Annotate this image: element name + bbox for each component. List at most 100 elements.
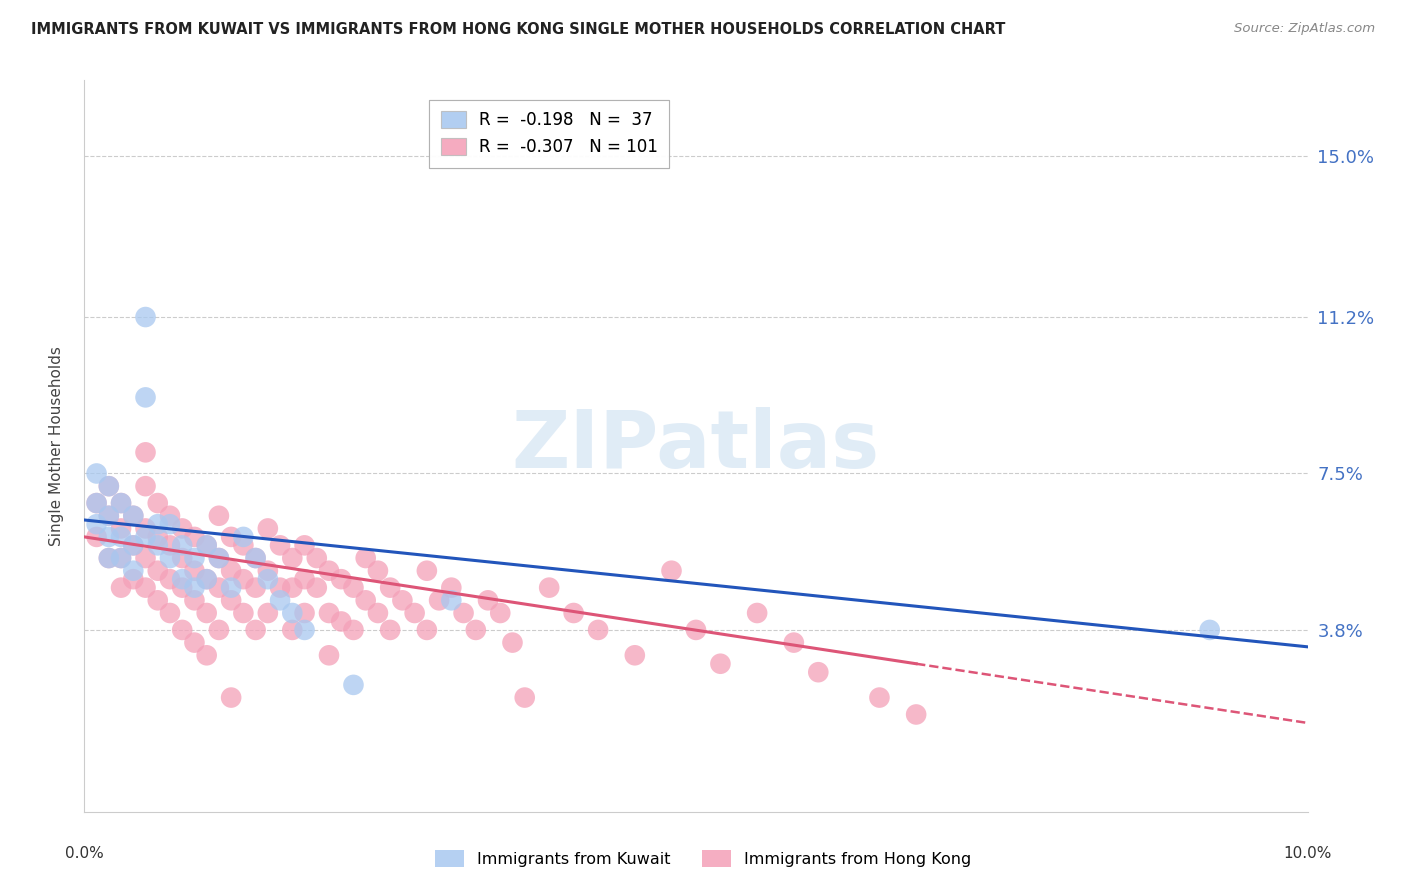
Point [294,572,316,586]
Point [110,496,132,510]
Point [146,496,169,510]
Point [318,648,340,663]
Text: IMMIGRANTS FROM KUWAIT VS IMMIGRANTS FROM HONG KONG SINGLE MOTHER HOUSEHOLDS COR: IMMIGRANTS FROM KUWAIT VS IMMIGRANTS FRO… [31,22,1005,37]
Point [172,623,194,637]
Text: 10.0%: 10.0% [1284,846,1331,861]
Point [404,606,426,620]
Point [905,707,928,722]
Point [110,496,132,510]
Point [146,538,169,552]
Point [232,572,254,586]
Point [807,665,830,680]
Point [183,581,205,595]
Point [305,581,328,595]
Point [146,564,169,578]
Point [159,538,181,552]
Point [86,517,108,532]
Point [245,623,267,637]
Point [1198,623,1220,637]
Point [783,635,806,649]
Point [709,657,731,671]
Point [464,623,486,637]
Point [624,648,647,663]
Point [380,581,402,595]
Point [257,606,280,620]
Point [440,581,463,595]
Point [195,572,218,586]
Point [97,479,120,493]
Point [489,606,512,620]
Y-axis label: Single Mother Households: Single Mother Households [49,346,63,546]
Point [257,572,280,586]
Point [453,606,475,620]
Point [122,538,145,552]
Point [86,496,108,510]
Point [427,593,450,607]
Point [219,530,242,544]
Point [172,551,194,566]
Point [135,581,157,595]
Point [122,508,145,523]
Point [97,551,120,566]
Point [257,564,280,578]
Point [122,572,145,586]
Point [159,572,181,586]
Point [135,445,157,459]
Point [391,593,413,607]
Point [135,551,157,566]
Point [269,538,291,552]
Point [219,593,242,607]
Point [257,521,280,535]
Point [135,521,157,535]
Point [122,538,145,552]
Point [281,606,304,620]
Point [367,606,389,620]
Point [146,593,169,607]
Point [342,581,364,595]
Point [122,564,145,578]
Point [342,678,364,692]
Point [195,572,218,586]
Point [159,606,181,620]
Point [159,517,181,532]
Point [747,606,769,620]
Point [110,551,132,566]
Point [245,551,267,566]
Point [269,581,291,595]
Point [342,623,364,637]
Point [354,593,377,607]
Point [110,581,132,595]
Point [195,648,218,663]
Point [330,615,353,629]
Point [245,551,267,566]
Point [135,479,157,493]
Point [330,572,353,586]
Point [502,635,524,649]
Point [183,530,205,544]
Point [159,508,181,523]
Point [232,538,254,552]
Point [86,467,108,481]
Point [135,390,157,404]
Text: Source: ZipAtlas.com: Source: ZipAtlas.com [1234,22,1375,36]
Point [208,508,231,523]
Point [586,623,609,637]
Legend: Immigrants from Kuwait, Immigrants from Hong Kong: Immigrants from Kuwait, Immigrants from … [429,844,977,873]
Point [294,623,316,637]
Point [135,310,157,324]
Point [172,538,194,552]
Point [97,479,120,493]
Point [219,690,242,705]
Point [122,508,145,523]
Point [685,623,707,637]
Point [97,530,120,544]
Text: 0.0%: 0.0% [65,846,104,861]
Point [562,606,585,620]
Point [232,606,254,620]
Point [110,551,132,566]
Point [367,564,389,578]
Point [135,530,157,544]
Point [195,538,218,552]
Point [416,564,439,578]
Point [146,517,169,532]
